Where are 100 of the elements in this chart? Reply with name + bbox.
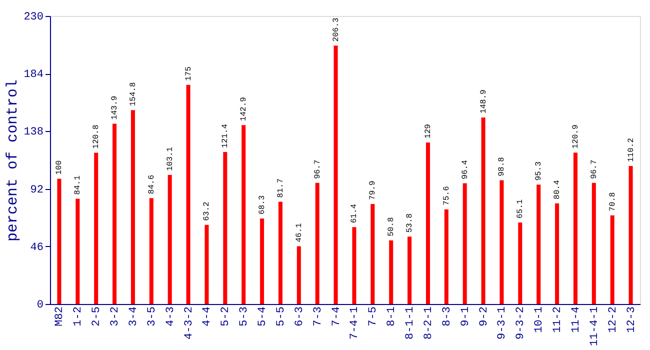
bar bbox=[278, 202, 282, 304]
data-label: 95.3 bbox=[534, 161, 544, 181]
bar bbox=[536, 184, 541, 304]
x-tick-label: 5-5 bbox=[275, 306, 288, 326]
x-tick-label: 12-2 bbox=[607, 306, 620, 333]
bar bbox=[94, 152, 98, 304]
data-label: 120.9 bbox=[571, 124, 580, 149]
data-label: 103.1 bbox=[166, 146, 175, 171]
y-tick-label: 184 bbox=[24, 69, 44, 82]
bar bbox=[573, 152, 578, 304]
data-label: 84.6 bbox=[147, 174, 156, 194]
data-label: 46.1 bbox=[294, 222, 304, 242]
data-label: 110.2 bbox=[626, 138, 636, 162]
bar bbox=[628, 166, 633, 304]
bar bbox=[296, 246, 301, 304]
x-tick-label: 12-3 bbox=[626, 306, 638, 333]
data-label: 143.9 bbox=[110, 96, 120, 120]
x-tick-label: 8-3 bbox=[441, 306, 454, 326]
x-tick-label: 7-4 bbox=[330, 306, 343, 326]
data-label: 98.8 bbox=[498, 156, 507, 176]
x-tick-label: 3-4 bbox=[128, 306, 140, 326]
x-tick-label: 9-1 bbox=[460, 306, 472, 326]
x-tick-label: 5-2 bbox=[220, 306, 232, 326]
y-tick-label: 46 bbox=[30, 242, 44, 254]
bar bbox=[186, 84, 190, 304]
x-tick-label: 4-3 bbox=[164, 306, 177, 326]
bar bbox=[149, 198, 154, 304]
x-tick-label: M82 bbox=[54, 306, 66, 326]
data-label: 70.8 bbox=[608, 192, 618, 212]
x-tick-label: 8-1 bbox=[386, 306, 398, 326]
data-label: 96.4 bbox=[460, 160, 470, 180]
bar bbox=[500, 180, 504, 304]
data-label: 148.9 bbox=[479, 89, 488, 114]
bar bbox=[223, 152, 228, 304]
x-tick-label: 3-5 bbox=[146, 306, 158, 326]
data-label: 65.1 bbox=[516, 199, 526, 218]
bar bbox=[444, 209, 448, 304]
data-label: 120.8 bbox=[92, 124, 102, 149]
x-tick-label: 11-4-1 bbox=[588, 306, 601, 346]
bar bbox=[610, 215, 614, 304]
bar bbox=[204, 224, 209, 304]
x-tick-label: 2-5 bbox=[91, 306, 104, 326]
x-tick-label: 7-5 bbox=[368, 306, 380, 326]
bar bbox=[112, 124, 117, 304]
data-label: 79.9 bbox=[368, 180, 378, 200]
data-label: 175 bbox=[184, 66, 194, 81]
bar bbox=[426, 142, 430, 304]
bar bbox=[315, 182, 320, 304]
data-label: 63.2 bbox=[202, 201, 212, 221]
data-label: 68.3 bbox=[258, 195, 268, 214]
data-label: 81.7 bbox=[276, 178, 286, 198]
data-label: 206.3 bbox=[332, 17, 341, 42]
data-label: 80.4 bbox=[553, 180, 562, 200]
data-label: 142.9 bbox=[240, 96, 249, 122]
x-tick-label: 5-4 bbox=[257, 306, 270, 326]
x-tick-label: 4-3-2 bbox=[183, 306, 196, 340]
x-tick-label: 6-3 bbox=[294, 306, 306, 326]
bar bbox=[555, 203, 560, 304]
x-tick-label: 1-2 bbox=[72, 306, 85, 326]
x-tick-label: 9-3-2 bbox=[515, 306, 528, 340]
x-tick-label: 7-4-1 bbox=[349, 306, 362, 340]
data-label: 84.1 bbox=[74, 175, 83, 195]
x-tick-label: 5-3 bbox=[238, 306, 251, 326]
bar bbox=[518, 222, 522, 304]
bar bbox=[592, 182, 596, 304]
x-tick-label: 3-2 bbox=[110, 306, 122, 326]
y-tick-label: 92 bbox=[30, 184, 44, 196]
x-tick-label: 9-2 bbox=[478, 306, 490, 326]
bar bbox=[130, 110, 135, 304]
y-axis-title: percent of control bbox=[4, 79, 22, 242]
data-label: 129 bbox=[424, 124, 433, 138]
x-tick-label: 10-1 bbox=[534, 306, 546, 333]
data-label: 154.8 bbox=[128, 82, 138, 106]
x-tick-label: 4-4 bbox=[202, 306, 214, 326]
x-tick-label: 8-2-1 bbox=[422, 306, 435, 340]
data-label: 100 bbox=[55, 160, 64, 175]
bar bbox=[57, 178, 62, 304]
bar bbox=[76, 198, 80, 304]
bar bbox=[389, 240, 394, 304]
x-tick-label: 11-4 bbox=[570, 306, 582, 333]
x-tick-label: 8-1-1 bbox=[404, 306, 417, 340]
bar bbox=[352, 227, 356, 304]
y-tick-label: 230 bbox=[24, 12, 44, 24]
bar bbox=[408, 236, 412, 304]
bar bbox=[462, 183, 467, 304]
bar bbox=[242, 125, 246, 304]
y-tick-label: 138 bbox=[24, 126, 44, 139]
bar bbox=[260, 218, 264, 304]
x-tick-label: 11-2 bbox=[552, 306, 564, 333]
bar bbox=[334, 46, 338, 304]
data-label: 61.4 bbox=[350, 204, 360, 224]
bar bbox=[370, 204, 375, 304]
data-label: 96.7 bbox=[590, 160, 599, 179]
data-label: 53.8 bbox=[406, 213, 415, 233]
y-tick-label: 0 bbox=[36, 300, 44, 312]
bar bbox=[168, 174, 172, 304]
x-tick-label: 7-3 bbox=[312, 306, 324, 326]
data-label: 121.4 bbox=[221, 124, 230, 148]
bar bbox=[481, 118, 486, 304]
data-label: 50.8 bbox=[387, 216, 396, 236]
